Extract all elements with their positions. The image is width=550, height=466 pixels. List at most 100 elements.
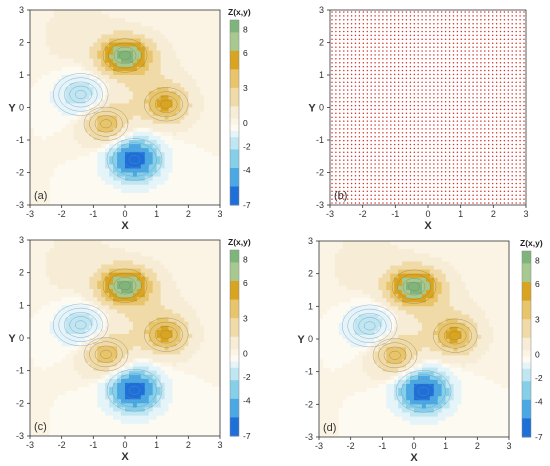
contour-cell bbox=[30, 399, 35, 404]
sample-point bbox=[464, 174, 466, 177]
sample-point bbox=[507, 112, 510, 115]
sample-point bbox=[487, 46, 490, 48]
contour-cell bbox=[152, 34, 158, 39]
sample-point bbox=[346, 46, 349, 48]
sample-point bbox=[429, 26, 431, 29]
contour-cell bbox=[172, 123, 177, 129]
sample-point bbox=[421, 34, 423, 37]
sample-point bbox=[495, 104, 498, 107]
contour-cell bbox=[30, 276, 35, 282]
sample-point bbox=[366, 34, 369, 37]
contour-cell bbox=[109, 42, 114, 47]
sample-point bbox=[464, 97, 466, 99]
sample-point bbox=[393, 34, 396, 37]
sample-point bbox=[480, 93, 482, 95]
sample-point bbox=[515, 182, 517, 185]
contour-cell bbox=[109, 135, 114, 141]
sample-point bbox=[433, 135, 435, 138]
sample-point bbox=[346, 159, 349, 161]
contour-cell bbox=[132, 14, 138, 19]
contour-cell bbox=[160, 131, 165, 137]
sample-point bbox=[343, 61, 345, 64]
contour-cell bbox=[184, 200, 189, 206]
contour-cell bbox=[121, 14, 126, 19]
contour-cell bbox=[77, 75, 82, 80]
contour-cell bbox=[200, 26, 205, 31]
contour-cell bbox=[172, 99, 177, 104]
contour-cell bbox=[101, 144, 106, 149]
contour-cell bbox=[45, 87, 51, 92]
contour-cell bbox=[176, 135, 181, 141]
contour-cell bbox=[77, 62, 82, 68]
sample-point bbox=[491, 89, 494, 91]
contour-cell bbox=[45, 180, 51, 186]
sample-point bbox=[460, 171, 463, 173]
contour-cell bbox=[125, 115, 130, 121]
sample-point bbox=[378, 171, 380, 173]
sample-point bbox=[397, 139, 400, 142]
contour-cell bbox=[30, 144, 35, 149]
contour-cell bbox=[144, 115, 150, 121]
contour-cell bbox=[53, 123, 59, 129]
sample-point bbox=[519, 89, 521, 91]
contour-cell bbox=[113, 103, 118, 108]
contour-cell bbox=[196, 172, 201, 177]
sample-point bbox=[350, 85, 353, 87]
contour-cell bbox=[57, 103, 63, 108]
sample-point bbox=[343, 42, 345, 44]
contour-cell bbox=[45, 144, 51, 149]
sample-point bbox=[370, 38, 372, 41]
contour-cell bbox=[97, 200, 102, 206]
contour-cell bbox=[109, 103, 114, 108]
sample-point bbox=[437, 112, 439, 115]
sample-point bbox=[401, 182, 404, 185]
contour-cell bbox=[45, 58, 51, 64]
contour-cell bbox=[89, 79, 94, 84]
contour-cell bbox=[109, 87, 114, 92]
sample-point bbox=[393, 81, 396, 83]
sample-point bbox=[523, 194, 525, 196]
sample-point bbox=[346, 194, 349, 196]
sample-point bbox=[468, 61, 470, 64]
sample-point bbox=[331, 46, 333, 48]
sample-point bbox=[480, 151, 482, 154]
contour-cell bbox=[188, 87, 193, 92]
contour-cell bbox=[148, 111, 154, 117]
sample-point bbox=[378, 202, 380, 204]
contour-cell bbox=[101, 70, 106, 76]
sample-point bbox=[452, 50, 455, 52]
contour-cell bbox=[136, 83, 142, 88]
contour-cell bbox=[109, 83, 114, 88]
x-tick-label: 3 bbox=[217, 209, 222, 219]
contour-cell bbox=[57, 144, 63, 149]
contour-cell bbox=[192, 119, 197, 125]
contour-cell bbox=[73, 144, 78, 149]
sample-point bbox=[362, 132, 365, 134]
sample-point bbox=[464, 73, 466, 76]
sample-point bbox=[503, 139, 506, 142]
sample-point bbox=[507, 42, 510, 44]
sample-point bbox=[401, 19, 404, 21]
contour-cell bbox=[176, 10, 181, 15]
sample-point bbox=[476, 11, 478, 13]
contour-cell bbox=[73, 135, 78, 141]
sample-point bbox=[409, 202, 412, 204]
contour-cell bbox=[160, 192, 165, 198]
sample-point bbox=[448, 194, 451, 196]
sample-point bbox=[335, 194, 337, 196]
contour-cell bbox=[85, 14, 90, 19]
contour-cell bbox=[156, 192, 162, 198]
sample-point bbox=[386, 85, 388, 87]
sample-point bbox=[444, 93, 447, 95]
contour-cell bbox=[61, 38, 67, 43]
sample-point bbox=[484, 30, 486, 33]
contour-cell bbox=[168, 62, 173, 68]
contour-fill bbox=[30, 10, 221, 206]
sample-point bbox=[503, 77, 506, 80]
contour-cell bbox=[109, 22, 114, 27]
sample-point bbox=[515, 163, 517, 165]
contour-cell bbox=[136, 148, 142, 153]
sample-point bbox=[378, 167, 380, 169]
sample-point bbox=[393, 194, 396, 196]
contour-cell bbox=[148, 107, 154, 112]
